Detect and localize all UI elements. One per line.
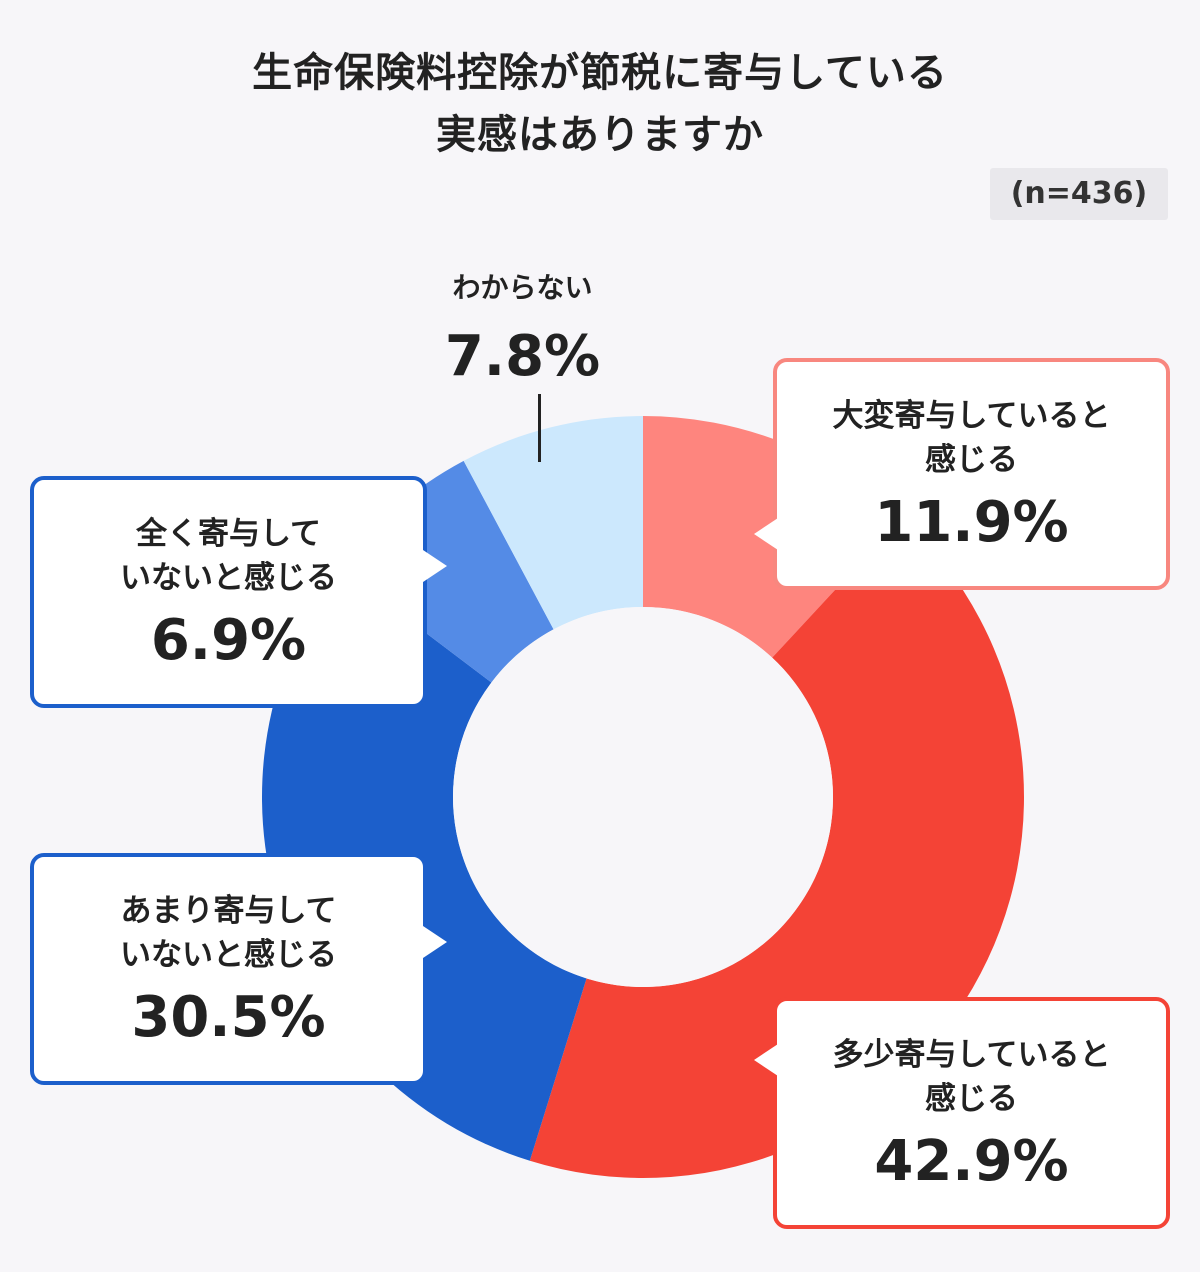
title-line-2: 実感はありますか [436, 112, 764, 158]
leader-line [538, 394, 541, 462]
callout-tail [754, 518, 778, 550]
callout-label-line1: 多少寄与していると [832, 1037, 1111, 1073]
callout-greatly-contributes: 大変寄与していると 感じる 11.9% [773, 358, 1170, 590]
callout-somewhat-contributes: 多少寄与していると 感じる 42.9% [773, 997, 1170, 1229]
callout-not-much: あまり寄与して いないと感じる 30.5% [30, 853, 427, 1085]
callout-label-line1: あまり寄与して [120, 893, 337, 929]
callout-pct: 30.5% [131, 985, 326, 1050]
donut-segment [463, 416, 643, 630]
callout-pct: 42.9% [874, 1129, 1069, 1194]
title-line-1: 生命保険料控除が節税に寄与している [252, 50, 948, 96]
callout-pct: 6.9% [150, 608, 307, 673]
callout-tail [754, 1044, 778, 1076]
chart-title: 生命保険料控除が節税に寄与している 実感はありますか [0, 42, 1200, 166]
donut-hole [453, 607, 833, 987]
callout-tail [423, 926, 447, 958]
callout-label-line2: いないと感じる [120, 937, 337, 973]
callout-label-line1: 全く寄与して [135, 516, 322, 552]
callout-label-line2: 感じる [925, 1081, 1018, 1117]
callout-label-line2: いないと感じる [120, 560, 337, 596]
label-dont-know: わからない 7.8% [420, 268, 625, 392]
callout-label-line1: 大変寄与していると [832, 398, 1111, 434]
callout-not-at-all: 全く寄与して いないと感じる 6.9% [30, 476, 427, 708]
callout-label-line2: 感じる [925, 442, 1018, 478]
callout-tail [423, 550, 447, 582]
sample-size-badge: (n=436) [990, 168, 1168, 220]
label-dont-know-text: わからない [452, 271, 593, 304]
callout-pct: 11.9% [874, 490, 1069, 555]
label-dont-know-pct: 7.8% [444, 324, 601, 389]
